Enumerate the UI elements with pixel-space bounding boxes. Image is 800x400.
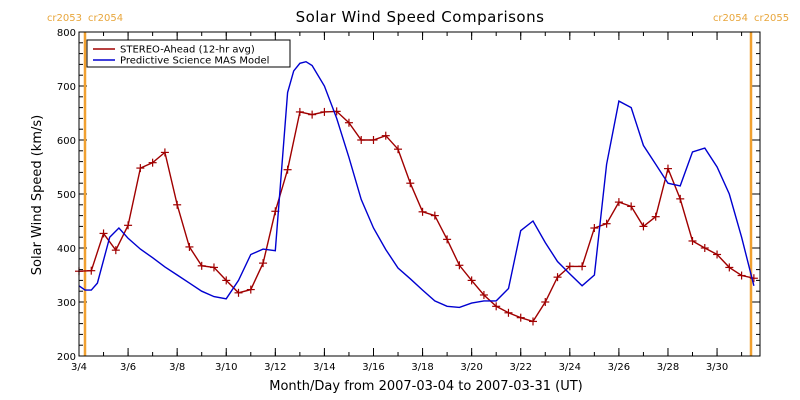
- data-point-marker: [418, 207, 427, 216]
- data-point-marker: [185, 242, 194, 251]
- carrington-label-after: cr2054: [88, 13, 123, 24]
- data-point-marker: [320, 107, 329, 116]
- y-tick-label: 400: [57, 244, 76, 255]
- x-tick-label: 3/22: [509, 362, 531, 373]
- data-point-marker: [590, 224, 599, 233]
- data-point-marker: [749, 274, 758, 283]
- data-point-marker: [492, 302, 501, 311]
- data-point-marker: [308, 110, 317, 119]
- data-point-marker: [700, 244, 709, 252]
- carrington-marker-lines: [83, 32, 753, 356]
- data-point-marker: [639, 222, 648, 231]
- data-point-marker: [479, 290, 488, 299]
- data-point-marker: [111, 246, 120, 255]
- y-tick-label: 300: [57, 298, 76, 309]
- x-tick-label: 3/26: [608, 362, 630, 373]
- x-tick-label: 3/28: [657, 362, 679, 373]
- series-layer: [75, 60, 758, 326]
- data-point-marker: [713, 250, 722, 259]
- data-point-marker: [602, 219, 611, 228]
- legend-entry: STEREO-Ahead (12-hr avg): [120, 45, 255, 56]
- data-point-marker: [443, 235, 452, 244]
- y-tick-label: 500: [57, 190, 76, 201]
- data-point-marker: [234, 288, 243, 297]
- data-point-marker: [430, 211, 439, 220]
- plot-frame: [78, 31, 761, 357]
- data-point-marker: [136, 164, 145, 173]
- data-point-marker: [209, 263, 218, 272]
- carrington-label-before: cr2054: [713, 13, 748, 24]
- data-point-marker: [283, 165, 292, 174]
- data-point-marker: [565, 262, 574, 271]
- data-point-marker: [197, 261, 206, 270]
- data-point-marker: [578, 262, 587, 271]
- data-point-marker: [455, 261, 464, 270]
- y-tick-label: 600: [57, 136, 76, 147]
- data-point-marker: [676, 194, 685, 203]
- data-point-marker: [160, 148, 169, 157]
- data-point-marker: [148, 158, 157, 167]
- y-axis-title: Solar Wind Speed (km/s): [30, 115, 45, 275]
- x-tick-label: 3/18: [411, 362, 433, 373]
- data-point-marker: [259, 259, 268, 268]
- data-point-marker: [222, 276, 231, 285]
- data-point-marker: [394, 145, 403, 154]
- carrington-label-before: cr2053: [47, 13, 82, 24]
- x-tick-label: 3/24: [559, 362, 581, 373]
- y-tick-label: 700: [57, 82, 76, 93]
- chart-title: Solar Wind Speed Comparisons: [296, 8, 545, 26]
- data-point-marker: [504, 308, 513, 317]
- data-point-marker: [295, 107, 304, 116]
- x-tick-label: 3/8: [169, 362, 185, 373]
- data-point-marker: [737, 271, 746, 280]
- data-point-marker: [87, 266, 96, 275]
- y-tick-label: 800: [57, 28, 76, 39]
- data-point-marker: [246, 285, 255, 294]
- x-tick-label: 3/20: [460, 362, 482, 373]
- data-point-marker: [663, 164, 672, 173]
- data-point-marker: [614, 198, 623, 207]
- data-point-marker: [529, 317, 537, 326]
- x-axis-ticks: 3/4 3/6 3/8 3/10 3/12 3/14 3/16 3/18 3/20 3/22 3/2…: [71, 32, 743, 373]
- x-axis-title: Month/Day from 2007-03-04 to 2007-03-31 …: [269, 379, 582, 394]
- x-tick-label: 3/4: [71, 362, 87, 373]
- data-point-marker: [467, 276, 476, 285]
- data-point-marker: [381, 131, 390, 140]
- legend-box: [86, 39, 291, 68]
- x-tick-label: 3/16: [362, 362, 384, 373]
- data-point-marker: [99, 229, 108, 238]
- carrington-rotation-labels: cr2053 cr2054 cr2054 cr2055: [47, 13, 789, 24]
- x-tick-label: 3/14: [313, 362, 335, 373]
- x-tick-label: 3/10: [215, 362, 237, 373]
- y-axis-ticks: 200 300 400 500 600 700 800: [57, 28, 760, 363]
- data-point-marker: [344, 118, 353, 127]
- y-tick-label: 200: [57, 352, 76, 363]
- data-point-marker: [651, 212, 660, 221]
- data-point-marker: [516, 313, 525, 322]
- x-tick-label: 3/30: [706, 362, 728, 373]
- legend: STEREO-Ahead (12-hr avg)Predictive Scien…: [86, 39, 291, 68]
- data-point-marker: [627, 202, 636, 211]
- x-tick-label: 3/12: [264, 362, 286, 373]
- data-point-marker: [725, 263, 734, 272]
- data-point-marker: [406, 179, 415, 188]
- carrington-label-after: cr2055: [754, 13, 789, 24]
- data-point-marker: [688, 236, 697, 245]
- series-line-mas-model: [78, 60, 755, 309]
- series-line-stereo-ahead: [78, 110, 755, 323]
- data-point-marker: [173, 200, 182, 209]
- data-point-marker: [357, 136, 366, 144]
- x-tick-label: 3/6: [120, 362, 136, 373]
- data-point-marker: [541, 298, 550, 306]
- data-point-marker: [124, 221, 133, 230]
- legend-entry: Predictive Science MAS Model: [120, 56, 269, 67]
- data-point-marker: [553, 273, 562, 282]
- data-point-marker: [369, 136, 378, 144]
